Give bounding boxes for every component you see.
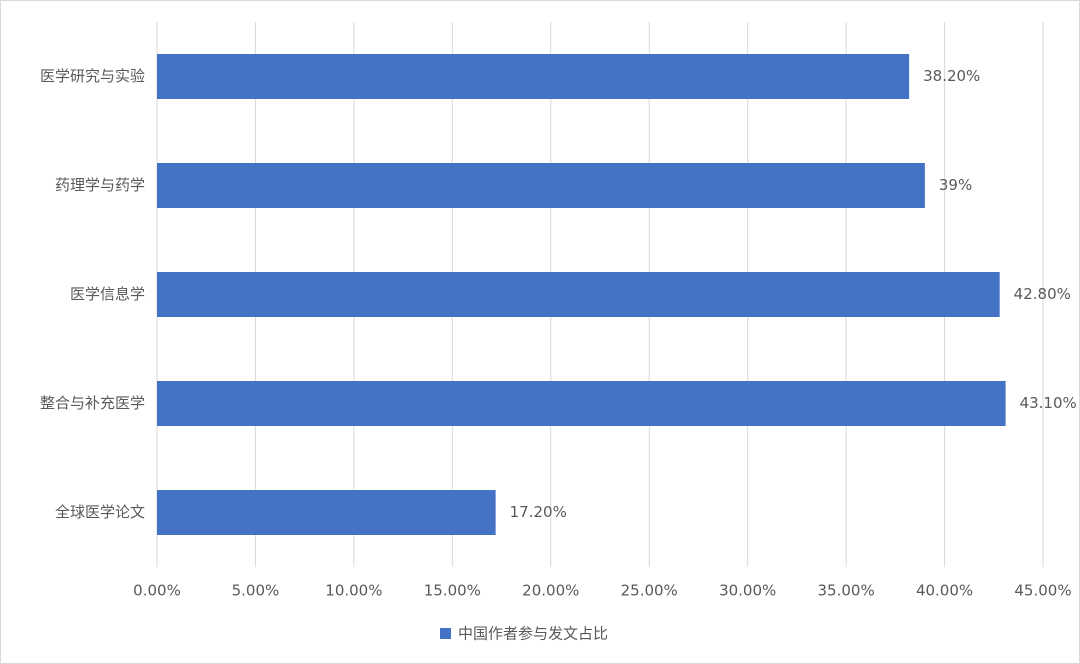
y-tick-label: 全球医学论文 bbox=[55, 503, 145, 521]
y-tick-label: 医学信息学 bbox=[70, 285, 145, 303]
data-label: 17.20% bbox=[510, 503, 567, 521]
x-tick-label: 0.00% bbox=[133, 582, 181, 600]
bar bbox=[157, 381, 1006, 426]
x-tick-label: 35.00% bbox=[818, 582, 875, 600]
y-tick-label: 整合与补充医学 bbox=[40, 394, 145, 412]
y-tick-label: 药理学与药学 bbox=[55, 176, 145, 194]
data-label: 43.10% bbox=[1020, 394, 1077, 412]
data-label: 39% bbox=[939, 176, 972, 194]
legend-label: 中国作者参与发文占比 bbox=[458, 625, 608, 643]
x-tick-label: 15.00% bbox=[424, 582, 481, 600]
x-tick-label: 20.00% bbox=[522, 582, 579, 600]
bar bbox=[157, 272, 1000, 317]
x-tick-label: 30.00% bbox=[719, 582, 776, 600]
bar bbox=[157, 163, 925, 208]
data-label: 42.80% bbox=[1014, 285, 1071, 303]
x-tick-label: 10.00% bbox=[325, 582, 382, 600]
x-tick-label: 25.00% bbox=[621, 582, 678, 600]
bar bbox=[157, 54, 910, 99]
data-label: 38.20% bbox=[923, 67, 980, 85]
x-tick-label: 5.00% bbox=[232, 582, 280, 600]
y-tick-label: 医学研究与实验 bbox=[40, 67, 145, 85]
x-tick-label: 45.00% bbox=[1014, 582, 1071, 600]
bar bbox=[157, 490, 496, 535]
legend-swatch bbox=[440, 628, 451, 639]
x-tick-label: 40.00% bbox=[916, 582, 973, 600]
